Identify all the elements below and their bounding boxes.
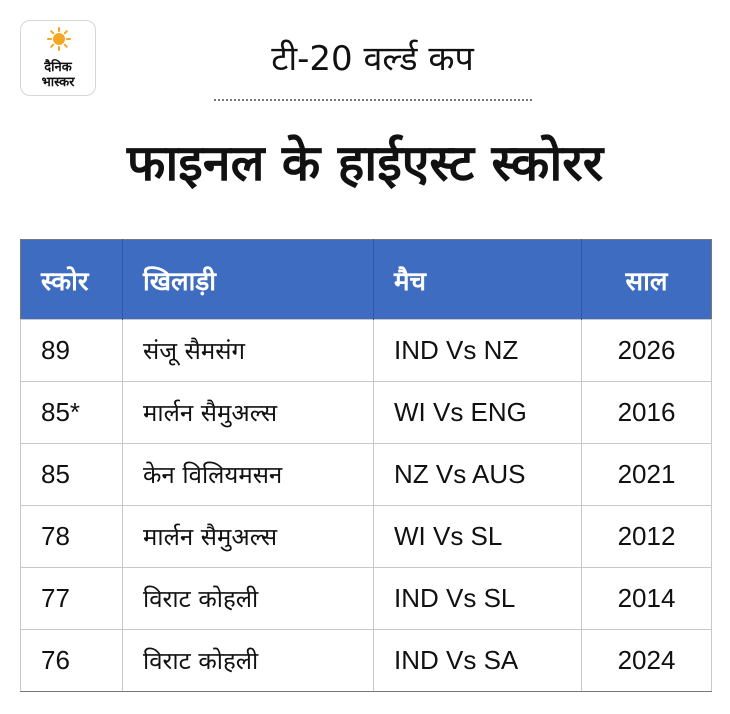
match-cell: NZ Vs AUS [373, 443, 582, 506]
column-header-score: स्कोर [20, 239, 123, 320]
top-scorers-table: स्कोर खिलाड़ी मैच साल 89 संजू सैमसंग IND… [20, 239, 712, 692]
table-row: 76 विराट कोहली IND Vs SA 2024 [20, 629, 712, 692]
score-cell: 76 [20, 629, 123, 692]
player-cell: संजू सैमसंग [122, 319, 374, 382]
year-cell: 2016 [581, 381, 712, 444]
match-cell: WI Vs ENG [373, 381, 582, 444]
score-cell: 89 [20, 319, 123, 382]
sun-icon [47, 27, 71, 51]
score-cell: 85 [20, 443, 123, 506]
table-row: 78 मार्लन सैमुअल्स WI Vs SL 2012 [20, 505, 712, 568]
brand-name-line2: भास्कर [41, 75, 75, 90]
column-header-player: खिलाड़ी [122, 239, 374, 320]
table-header-row: स्कोर खिलाड़ी मैच साल [20, 239, 712, 320]
brand-name-line1: दैनिक [44, 60, 72, 75]
dotted-divider [214, 99, 532, 101]
score-cell: 85* [20, 381, 123, 444]
match-cell: IND Vs SL [373, 567, 582, 630]
page-title: फाइनल के हाईएस्ट स्कोरर [126, 134, 604, 192]
match-cell: IND Vs SA [373, 629, 582, 692]
year-cell: 2012 [581, 505, 712, 568]
score-cell: 78 [20, 505, 123, 568]
table-row: 89 संजू सैमसंग IND Vs NZ 2026 [20, 319, 712, 382]
player-cell: मार्लन सैमुअल्स [122, 505, 374, 568]
player-cell: विराट कोहली [122, 629, 374, 692]
table-row: 77 विराट कोहली IND Vs SL 2014 [20, 567, 712, 630]
score-cell: 77 [20, 567, 123, 630]
column-header-match: मैच [373, 239, 582, 320]
column-header-year: साल [581, 239, 712, 320]
year-cell: 2026 [581, 319, 712, 382]
year-cell: 2021 [581, 443, 712, 506]
match-cell: IND Vs NZ [373, 319, 582, 382]
table-row: 85* मार्लन सैमुअल्स WI Vs ENG 2016 [20, 381, 712, 444]
match-cell: WI Vs SL [373, 505, 582, 568]
player-cell: विराट कोहली [122, 567, 374, 630]
player-cell: मार्लन सैमुअल्स [122, 381, 374, 444]
year-cell: 2024 [581, 629, 712, 692]
brand-logo: दैनिक भास्कर [20, 20, 96, 96]
section-kicker: टी-20 वर्ल्ड कप [271, 39, 474, 79]
year-cell: 2014 [581, 567, 712, 630]
player-cell: केन विलियमसन [122, 443, 374, 506]
table-row: 85 केन विलियमसन NZ Vs AUS 2021 [20, 443, 712, 506]
